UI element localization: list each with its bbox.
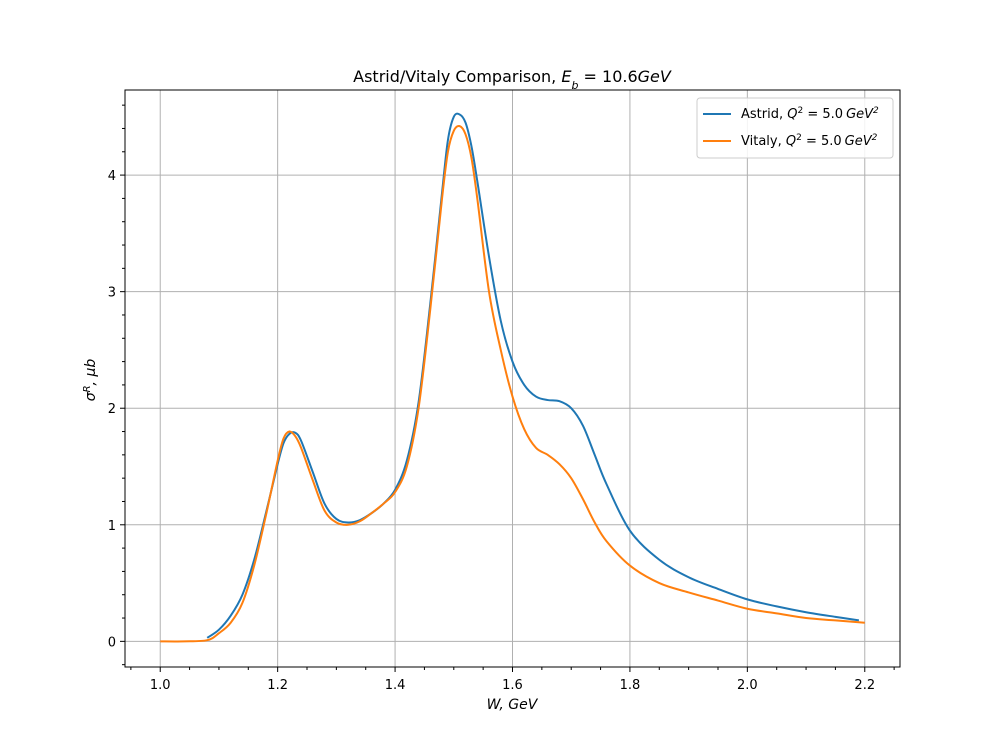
x-tick-label: 1.4 [385,678,406,693]
x-tick-label: 1.8 [620,678,641,693]
series-line-astrid [206,112,860,639]
chart-title: Astrid/Vitaly Comparison, Eb = 10.6GeV [353,67,672,92]
x-axis-label: W, GeV [487,697,539,713]
y-tick-label: 4 [108,169,116,184]
y-axis-label: σR, μb [82,359,100,402]
legend-label-vitaly: Vitaly, Q2 = 5.0 GeV2 [741,133,878,149]
y-tick-label: 3 [108,286,116,301]
x-tick-label: 2.2 [854,678,875,693]
series-line-vitaly [160,124,865,643]
axis-ticks: 1.0 1.2 1.4 1.6 1.8 2.0 2.2 0 1 2 3 4 [108,104,895,693]
legend: Astrid, Q2 = 5.0 GeV2 Vitaly, Q2 = 5.0 GeV… [696,97,894,159]
x-tick-label: 1.2 [267,678,288,693]
x-tick-label: 1.0 [150,678,171,693]
legend-box [696,97,894,159]
y-tick-label: 0 [108,635,116,650]
x-tick-label: 1.6 [502,678,523,693]
y-tick-label: 1 [108,519,116,534]
y-tick-label: 2 [108,402,116,417]
series-lines [160,112,865,643]
grid [125,90,900,667]
x-tick-label: 2.0 [737,678,758,693]
legend-label-astrid: Astrid, Q2 = 5.0 GeV2 [741,106,879,122]
